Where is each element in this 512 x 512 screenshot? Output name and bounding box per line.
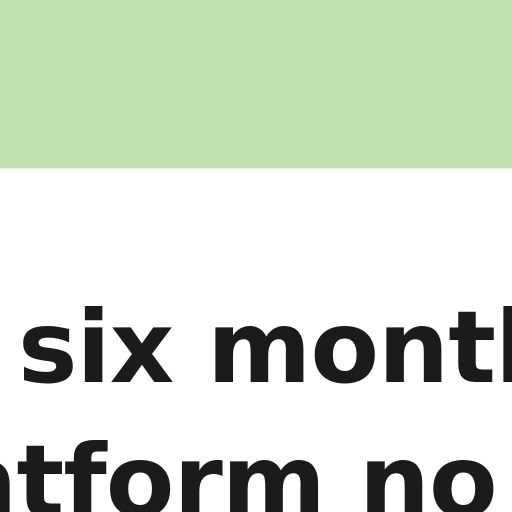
header-band — [0, 0, 512, 168]
headline-line-2: atform no — [0, 423, 498, 512]
band-divider — [0, 168, 512, 170]
headline-line-1: six month — [18, 289, 512, 406]
